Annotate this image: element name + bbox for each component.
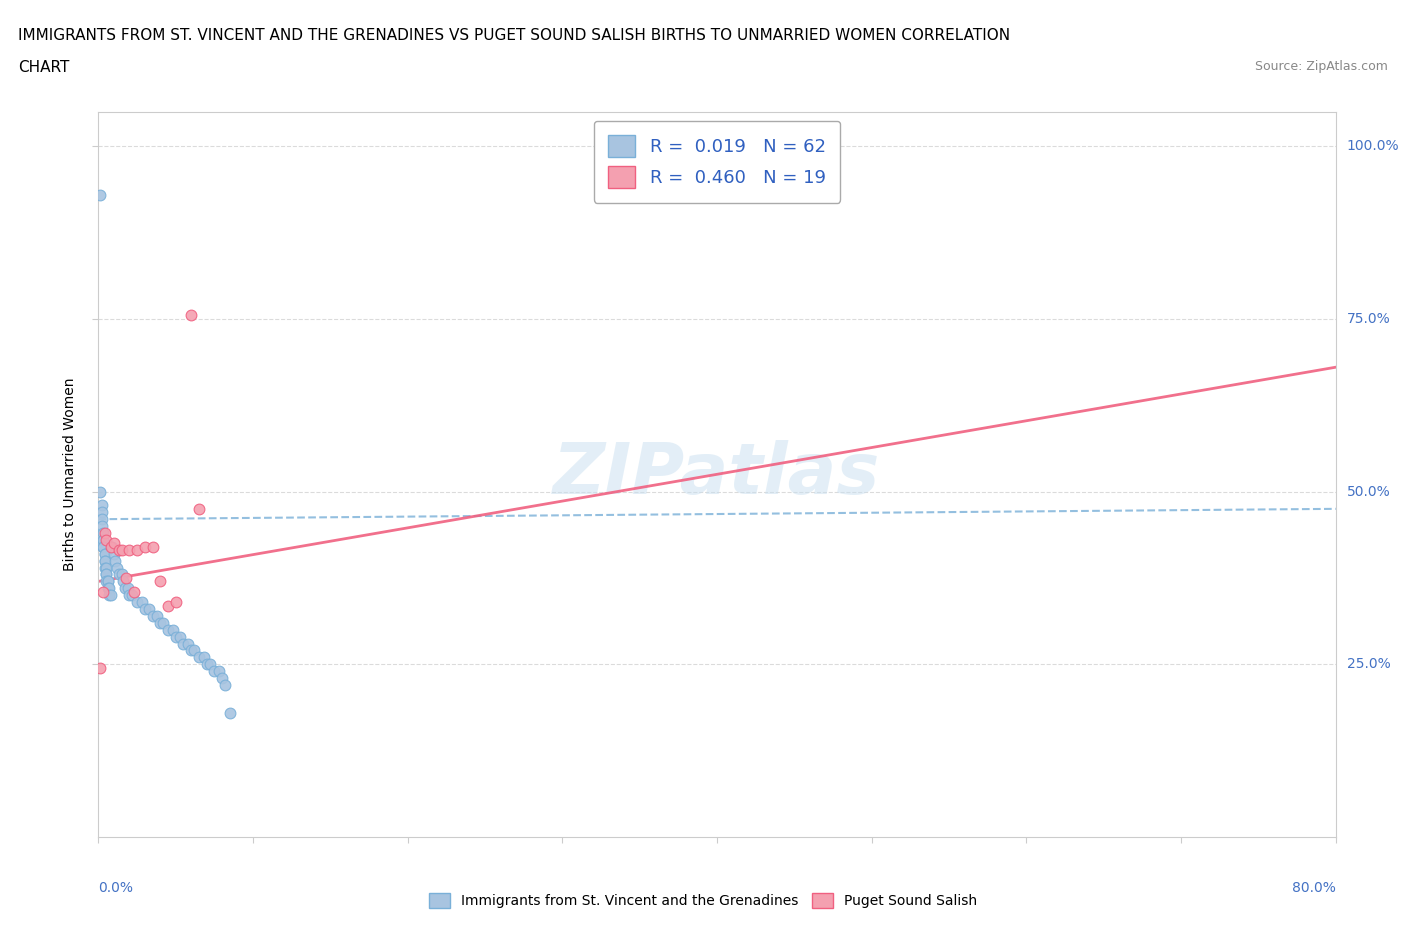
Point	[188, 501, 211, 516]
Point	[101, 539, 124, 554]
Point	[117, 581, 139, 596]
Point	[118, 543, 141, 558]
Point	[90, 512, 112, 526]
Point	[98, 581, 121, 596]
Point	[157, 598, 180, 613]
Text: CHART: CHART	[18, 60, 70, 75]
Point	[138, 602, 160, 617]
Point	[111, 543, 132, 558]
Text: 0.0%: 0.0%	[98, 881, 134, 895]
Point	[141, 539, 165, 554]
Text: 25.0%: 25.0%	[1347, 658, 1391, 671]
Point	[122, 584, 145, 599]
Text: IMMIGRANTS FROM ST. VINCENT AND THE GRENADINES VS PUGET SOUND SALISH BIRTHS TO U: IMMIGRANTS FROM ST. VINCENT AND THE GREN…	[18, 28, 1011, 43]
Point	[193, 650, 215, 665]
Point	[107, 543, 129, 558]
Point	[89, 187, 111, 202]
Text: 80.0%: 80.0%	[1292, 881, 1336, 895]
Point	[211, 671, 233, 685]
Point	[204, 664, 226, 679]
Point	[91, 539, 114, 554]
Point	[131, 594, 153, 609]
Point	[157, 622, 180, 637]
Point	[98, 588, 121, 603]
Y-axis label: Births to Unmarried Women: Births to Unmarried Women	[63, 378, 77, 571]
Point	[134, 539, 156, 554]
Point	[165, 594, 187, 609]
Point	[188, 650, 211, 665]
Point	[111, 567, 132, 582]
Point	[103, 546, 125, 561]
Point	[198, 657, 221, 671]
Point	[91, 584, 114, 599]
Point	[180, 643, 202, 658]
Text: Source: ZipAtlas.com: Source: ZipAtlas.com	[1254, 60, 1388, 73]
Point	[91, 539, 114, 554]
Point	[165, 630, 187, 644]
Point	[172, 636, 194, 651]
Point	[93, 546, 115, 561]
Point	[100, 539, 122, 554]
Text: 100.0%: 100.0%	[1347, 140, 1399, 153]
Point	[96, 574, 118, 589]
Point	[152, 616, 174, 631]
Point	[89, 485, 111, 499]
Point	[90, 505, 112, 520]
Point	[214, 678, 236, 693]
Point	[195, 657, 218, 671]
Point	[96, 533, 118, 548]
Point	[219, 705, 242, 720]
Point	[93, 553, 115, 568]
Text: 75.0%: 75.0%	[1347, 312, 1391, 326]
Point	[121, 588, 143, 603]
Point	[91, 525, 114, 540]
Point	[96, 560, 118, 575]
Point	[100, 588, 122, 603]
Text: 50.0%: 50.0%	[1347, 485, 1391, 498]
Point	[118, 588, 141, 603]
Text: ZIPatlas: ZIPatlas	[554, 440, 880, 509]
Point	[183, 643, 205, 658]
Point	[169, 630, 191, 644]
Point	[90, 498, 112, 512]
Point	[115, 570, 138, 585]
Point	[90, 519, 112, 534]
Point	[114, 581, 136, 596]
Point	[103, 536, 125, 551]
Point	[93, 546, 115, 561]
Point	[149, 574, 172, 589]
Point	[146, 608, 169, 623]
Point	[93, 560, 115, 575]
Point	[97, 581, 120, 596]
Point	[149, 616, 172, 631]
Point	[107, 567, 129, 582]
Point	[141, 608, 165, 623]
Point	[93, 553, 115, 568]
Point	[93, 525, 115, 540]
Point	[97, 574, 120, 589]
Legend: R =  0.019   N = 62, R =  0.460   N = 19: R = 0.019 N = 62, R = 0.460 N = 19	[593, 121, 841, 203]
Point	[162, 622, 184, 637]
Point	[112, 574, 135, 589]
Point	[134, 602, 156, 617]
Point	[91, 533, 114, 548]
Point	[96, 567, 118, 582]
Point	[104, 553, 127, 568]
Point	[127, 543, 149, 558]
Point	[127, 594, 149, 609]
Point	[208, 664, 231, 679]
Point	[89, 660, 111, 675]
Point	[105, 560, 128, 575]
Point	[177, 636, 200, 651]
Point	[97, 574, 120, 589]
Point	[91, 533, 114, 548]
Point	[96, 567, 118, 582]
Legend: Immigrants from St. Vincent and the Grenadines, Puget Sound Salish: Immigrants from St. Vincent and the Gren…	[423, 888, 983, 914]
Point	[180, 308, 202, 323]
